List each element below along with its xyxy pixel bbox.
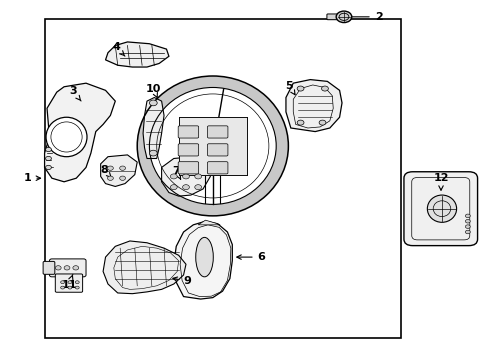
Circle shape <box>465 225 469 228</box>
Text: 4: 4 <box>112 42 124 56</box>
FancyBboxPatch shape <box>43 261 55 274</box>
FancyBboxPatch shape <box>178 126 198 138</box>
Circle shape <box>182 185 189 190</box>
Circle shape <box>319 120 325 125</box>
Circle shape <box>75 286 79 289</box>
Circle shape <box>120 166 125 170</box>
Text: 10: 10 <box>145 84 161 98</box>
Circle shape <box>61 286 64 289</box>
Text: 8: 8 <box>100 165 111 177</box>
Polygon shape <box>178 117 246 175</box>
Circle shape <box>465 214 469 218</box>
Circle shape <box>64 266 70 270</box>
FancyBboxPatch shape <box>55 274 82 292</box>
Text: 11: 11 <box>61 274 77 290</box>
Polygon shape <box>285 80 341 132</box>
Circle shape <box>68 281 72 284</box>
Circle shape <box>75 281 79 284</box>
Circle shape <box>45 156 51 161</box>
Circle shape <box>107 166 113 170</box>
Text: 1: 1 <box>23 173 41 183</box>
Circle shape <box>297 86 304 91</box>
Text: 5: 5 <box>285 81 294 95</box>
Circle shape <box>73 266 79 270</box>
Circle shape <box>149 150 157 156</box>
Text: 9: 9 <box>173 276 190 286</box>
Polygon shape <box>161 157 210 196</box>
FancyBboxPatch shape <box>49 259 86 277</box>
Text: 6: 6 <box>236 252 265 262</box>
Circle shape <box>61 281 64 284</box>
Polygon shape <box>198 220 220 225</box>
FancyBboxPatch shape <box>403 172 477 246</box>
Ellipse shape <box>46 117 87 157</box>
Ellipse shape <box>195 237 213 277</box>
FancyBboxPatch shape <box>207 126 227 138</box>
Polygon shape <box>101 155 137 186</box>
Polygon shape <box>44 83 115 182</box>
Text: 3: 3 <box>69 86 81 101</box>
Circle shape <box>465 230 469 234</box>
Circle shape <box>120 176 125 180</box>
FancyBboxPatch shape <box>326 14 337 20</box>
Text: 12: 12 <box>432 173 448 190</box>
Polygon shape <box>103 241 185 294</box>
Circle shape <box>321 86 328 91</box>
Text: 2: 2 <box>342 12 382 22</box>
Circle shape <box>68 286 72 289</box>
FancyBboxPatch shape <box>207 144 227 156</box>
Ellipse shape <box>335 11 351 23</box>
FancyBboxPatch shape <box>178 162 198 174</box>
Circle shape <box>45 147 51 152</box>
Polygon shape <box>105 42 168 67</box>
Circle shape <box>465 220 469 223</box>
Circle shape <box>194 174 201 179</box>
Ellipse shape <box>137 76 288 216</box>
Circle shape <box>170 174 177 179</box>
Ellipse shape <box>427 195 456 222</box>
Circle shape <box>149 100 157 106</box>
Circle shape <box>182 174 189 179</box>
Circle shape <box>107 176 113 180</box>
Polygon shape <box>173 221 232 299</box>
Circle shape <box>297 120 304 125</box>
FancyBboxPatch shape <box>207 162 227 174</box>
Circle shape <box>194 185 201 190</box>
FancyBboxPatch shape <box>178 144 198 156</box>
Ellipse shape <box>149 87 276 204</box>
Text: 7: 7 <box>172 166 180 179</box>
Circle shape <box>45 165 51 170</box>
Polygon shape <box>143 98 163 158</box>
Circle shape <box>55 266 61 270</box>
Circle shape <box>170 185 177 190</box>
FancyBboxPatch shape <box>44 19 400 338</box>
